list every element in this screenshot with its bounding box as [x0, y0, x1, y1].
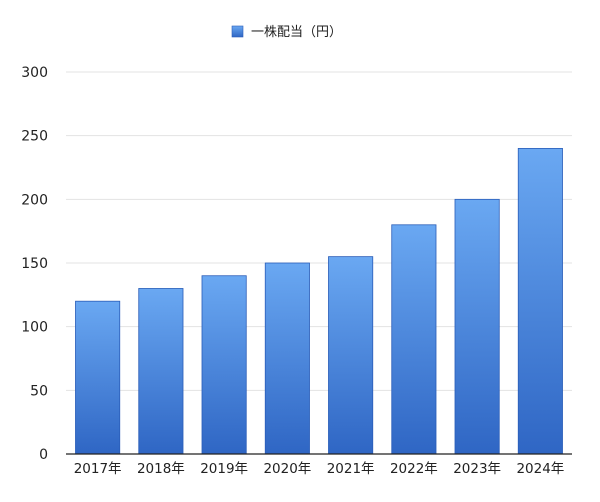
y-axis-ticks: 0 50 100 150 200 250 300: [21, 65, 48, 463]
bar: [75, 300, 121, 455]
y-tick-label: 200: [21, 192, 48, 208]
x-tick-label: 2024年: [516, 461, 564, 477]
x-axis-ticks: 2017年 2018年 2019年 2020年 2021年 2022年 2023年 2024年: [74, 461, 565, 477]
x-tick-label: 2022年: [390, 461, 438, 477]
legend-label: 一株配当（円）: [251, 25, 342, 40]
y-tick-label: 300: [21, 65, 48, 81]
y-tick-label: 250: [21, 129, 48, 145]
x-tick-label: 2019年: [200, 461, 248, 477]
y-tick-label: 100: [21, 320, 48, 336]
bar: [201, 275, 247, 455]
y-tick-label: 0: [39, 447, 48, 463]
bars: [75, 147, 563, 455]
bar: [517, 147, 563, 455]
x-tick-label: 2021年: [327, 461, 375, 477]
x-tick-label: 2023年: [453, 461, 501, 477]
y-tick-label: 50: [30, 383, 48, 399]
x-tick-label: 2020年: [263, 461, 311, 477]
y-tick-label: 150: [21, 256, 48, 272]
x-tick-label: 2018年: [137, 461, 185, 477]
legend: 一株配当（円）: [231, 25, 342, 40]
legend-swatch: [231, 25, 244, 38]
bar: [138, 288, 184, 455]
bar: [454, 198, 500, 455]
bar: [328, 256, 374, 455]
x-tick-label: 2017年: [74, 461, 122, 477]
bar: [264, 262, 310, 455]
bar: [391, 224, 437, 455]
